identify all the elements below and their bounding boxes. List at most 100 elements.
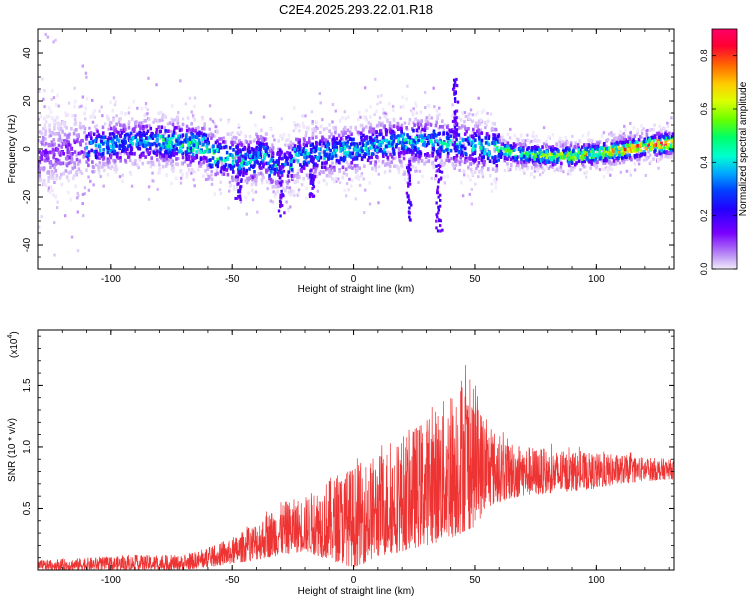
spec-cell [574,153,578,157]
spec-cell [106,172,110,177]
spec-cell [211,119,215,123]
spec-cell [439,161,443,166]
spec-cell [628,155,632,160]
spec-cell [442,174,446,179]
spec-cell [569,168,573,172]
spec-cell [241,154,245,159]
spec-cell [252,157,256,162]
spec-cell [273,138,276,142]
spec-cell [460,180,463,185]
spec-streak-cell [441,228,444,232]
snr-ylabel: SNR (10 * v/v) [7,418,18,482]
spec-cell [664,145,668,149]
spec-cell [356,148,359,152]
spec-cell [408,135,412,140]
spec-cell [331,161,334,165]
spec-streak-cell [454,134,458,138]
spec-cell [485,132,489,137]
spec-cell [374,77,377,81]
spec-cell [384,163,387,167]
spec-cell [81,64,85,68]
spec-cell [129,139,132,144]
spec-cell [443,181,447,185]
spec-cell [597,146,601,151]
spec-streak-cell [455,128,459,132]
spec-cell [39,114,43,119]
spec-cell [471,173,474,177]
spec-cell [113,167,116,171]
spec-cell [70,156,74,161]
spec-cell [72,176,75,181]
spec-cell [126,151,129,156]
spec-cell [117,139,121,143]
spec-cell [517,147,521,152]
spec-cell [553,147,556,151]
spec-cell [169,161,173,166]
spec-cell [131,136,135,140]
spec-cell [158,167,161,171]
snr-scale-exp: 4 [7,335,14,339]
spec-cell [171,133,175,138]
spec-cell [581,133,585,138]
y-tick-label: -20 [22,189,33,204]
spec-cell [570,165,573,170]
spec-cell [222,140,225,144]
spec-cell [374,168,378,173]
spec-cell [211,134,215,138]
spec-cell [187,168,191,172]
spec-cell [524,163,528,168]
spec-cell [177,125,181,130]
spec-cell [159,150,162,154]
spec-streak-cell [309,175,312,179]
spec-cell [304,151,307,155]
spec-cell [294,125,298,130]
spec-cell [204,156,208,160]
spec-cell [53,123,56,127]
spec-cell [250,147,254,151]
spec-cell [526,133,529,137]
spec-cell [626,142,629,147]
spec-cell [604,157,607,161]
spec-cell [65,139,69,144]
spec-cell [94,155,98,159]
spec-cell [52,176,55,181]
spec-streak-cell [439,155,442,159]
spec-cell [455,137,458,142]
spec-streak-cell [436,215,439,219]
spec-cell [487,150,491,155]
spec-cell [153,118,157,122]
spec-cell [381,159,385,164]
spec-cell [47,142,51,147]
spec-cell [384,144,388,149]
spec-cell [40,157,44,161]
spec-cell [312,165,316,169]
spec-cell [535,158,539,162]
spec-cell [480,168,484,172]
spec-cell [329,167,333,171]
spec-cell [334,130,337,135]
spec-cell [153,163,156,167]
spectrogram-ylabel: Frequency (Hz) [7,115,18,184]
spec-cell [481,175,485,179]
spec-cell [495,159,498,163]
spec-cell [417,147,420,151]
spec-cell [397,151,401,156]
spec-cell [474,144,477,148]
spec-cell [327,142,331,146]
spec-cell [191,148,195,152]
spec-cell [232,164,236,168]
spec-cell [400,123,404,127]
spec-cell [522,152,526,157]
spec-cell [342,127,346,132]
spec-cell [480,158,484,163]
spec-cell [148,136,151,140]
spec-cell [335,179,338,183]
spec-cell [44,158,47,163]
spec-cell [403,146,406,151]
spec-cell [558,136,562,141]
spec-cell [503,168,507,172]
spec-cell [619,170,623,174]
spec-cell [354,175,358,180]
spec-cell [316,127,319,131]
spec-cell [188,163,192,167]
